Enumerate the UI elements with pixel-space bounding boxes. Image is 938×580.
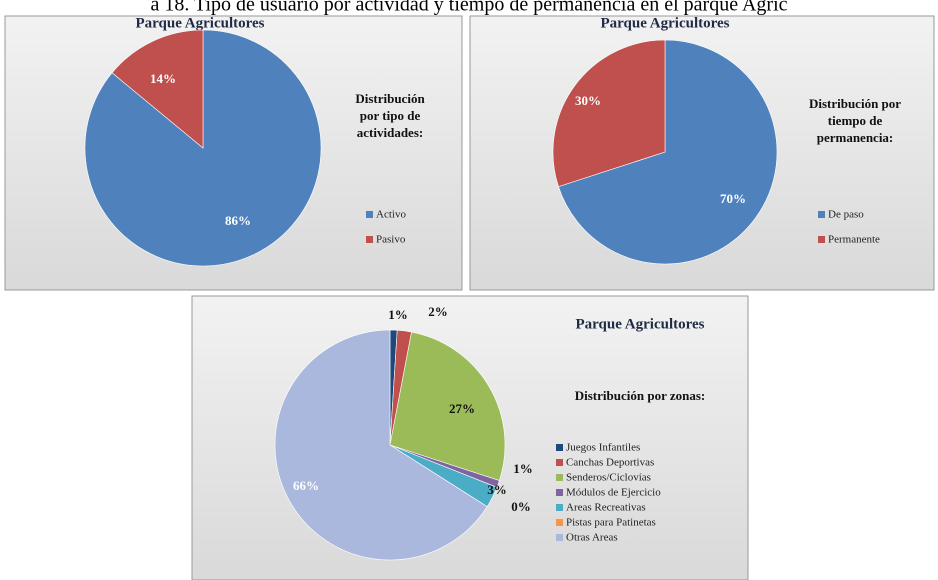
legend-swatch [556, 519, 563, 526]
caption: a 18. Tipo de usuario por actividad y ti… [150, 0, 787, 16]
data-label: 70% [720, 191, 746, 206]
legend-label: Senderos/Ciclovías [566, 472, 651, 484]
pie-slice [558, 39, 778, 265]
data-label: 86% [225, 213, 251, 228]
pie-slice [552, 39, 666, 187]
data-label: 0% [511, 499, 531, 514]
legend-swatch [556, 534, 563, 541]
legend-label: Juegos Infantiles [566, 442, 640, 454]
legend-label: Areas Recreativas [566, 502, 646, 514]
legend-swatch [556, 474, 563, 481]
data-label: 3% [487, 482, 507, 497]
legend-label: Canchas Deportivas [566, 457, 654, 469]
legend-swatch [818, 211, 825, 218]
legend-swatch [556, 504, 563, 511]
subtitle: tiempo de [828, 113, 883, 128]
pie-slice [389, 331, 506, 481]
legend-swatch [556, 459, 563, 466]
data-label: 1% [513, 461, 533, 476]
data-label: 66% [293, 478, 319, 493]
data-label: 30% [575, 93, 601, 108]
subtitle: por tipo de [360, 108, 421, 123]
legend-swatch [366, 236, 373, 243]
subtitle: actividades: [357, 125, 423, 140]
legend-swatch [818, 236, 825, 243]
data-label: 1% [388, 307, 408, 322]
data-label: 2% [428, 304, 448, 319]
legend-swatch [556, 489, 563, 496]
pie-slice [111, 29, 204, 149]
legend-label: Permanente [828, 234, 880, 246]
legend-label: De paso [828, 209, 864, 221]
subtitle: Distribución por [809, 96, 901, 111]
legend-swatch [556, 444, 563, 451]
legend-label: Pasivo [376, 234, 406, 246]
chart-title: Parque Agricultores [575, 316, 704, 332]
legend-label: Pistas para Patinetas [566, 517, 656, 529]
data-label: 14% [150, 71, 176, 86]
legend-swatch [366, 211, 373, 218]
chart-title: Parque Agricultores [600, 15, 729, 31]
legend-label: Módulos de Ejercicio [566, 487, 661, 499]
subtitle: Distribución [355, 91, 425, 106]
data-label: 27% [449, 401, 475, 416]
pie-slice [274, 329, 488, 561]
chart-title: Parque Agricultores [135, 15, 264, 31]
legend-label: Otras Areas [566, 532, 618, 544]
legend-label: Activo [376, 209, 406, 221]
subtitle: permanencia: [817, 130, 894, 145]
subtitle: Distribución por zonas: [575, 388, 706, 403]
